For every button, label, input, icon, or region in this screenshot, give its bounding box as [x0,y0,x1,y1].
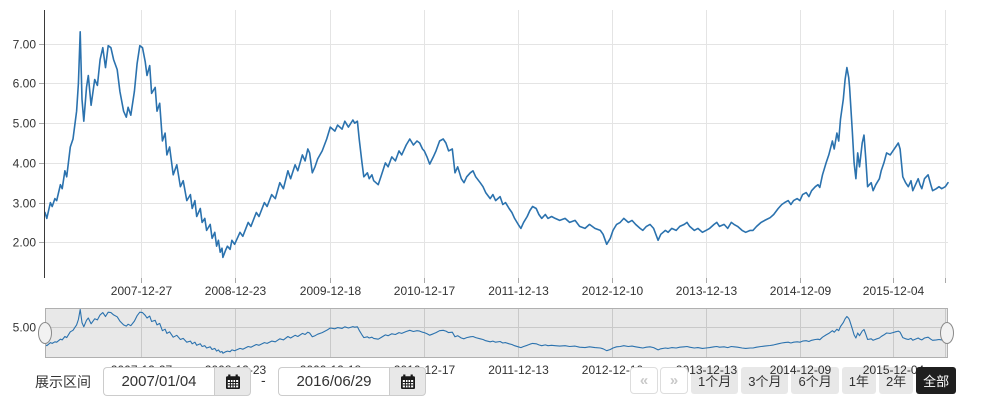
end-date-calendar-button[interactable] [389,367,426,396]
x-axis-label: 2015-12-04 [863,284,925,298]
navigator-x-label: 2011-12-13 [488,363,549,377]
navigator-right-handle[interactable] [940,322,954,344]
calendar-icon [225,374,240,389]
start-date-input[interactable] [103,367,214,396]
navigator-y-label: 5.00 [13,321,37,335]
y-axis-label: 7.00 [13,38,37,52]
period-button-2y[interactable]: 2年 [878,367,914,394]
start-date-calendar-button[interactable] [214,367,251,396]
start-date-group [103,367,251,396]
y-axis-label: 4.00 [13,157,37,171]
x-axis-label: 2013-12-13 [676,284,738,298]
date-range-separator: - [261,372,266,388]
main-series-line [45,31,949,259]
x-axis-label: 2011-12-13 [488,284,549,298]
period-buttons: 1个月 3个月 6个月 1年 2年 全部 [691,367,957,394]
navigator[interactable]: 2007-12-272008-12-232009-12-182010-12-17… [13,308,954,378]
navigator-x-label: 2014-12-09 [770,363,832,377]
pan-right-button[interactable]: » [660,367,688,394]
y-axis-label: 6.00 [13,77,37,91]
period-button-3m[interactable]: 3个月 [741,367,789,394]
navigator-x-label: 2015-12-04 [863,363,925,377]
navigator-track[interactable] [45,308,948,358]
end-date-group [278,367,426,396]
end-date-input[interactable] [278,367,389,396]
navigator-series-line [45,309,947,354]
main-axes: 2007-12-27 2008-12-23 2009-12-18 2010-12-17… [13,10,946,298]
x-axis-label: 2010-12-17 [394,284,456,298]
double-left-arrow-icon: « [639,372,649,389]
y-axis-label: 2.00 [13,236,37,250]
navigator-x-label: 2013-12-13 [676,363,738,377]
x-axis-label: 2012-12-10 [582,284,644,298]
x-axis-label: 2007-12-27 [111,284,173,298]
period-button-6m[interactable]: 6个月 [791,367,839,394]
double-right-arrow-icon: » [669,372,679,389]
x-axis-label: 2009-12-18 [300,284,362,298]
period-button-1y[interactable]: 1年 [841,367,876,394]
range-label: 展示区间 [35,374,91,390]
pan-left-button[interactable]: « [630,367,658,394]
period-button-all[interactable]: 全部 [916,367,957,394]
main-gridlines [45,10,948,278]
x-axis-label: 2014-12-09 [770,284,832,298]
y-axis-label: 5.00 [13,117,37,131]
main-series [45,31,949,259]
x-axis-label: 2008-12-23 [205,284,267,298]
y-axis-label: 3.00 [13,197,37,211]
navigator-x-label: 2012-12-10 [582,363,644,377]
period-button-1m[interactable]: 1个月 [691,367,739,394]
calendar-icon [400,374,415,389]
navigator-left-handle[interactable] [38,322,52,344]
toolbar: 展示区间 - [0,360,987,407]
